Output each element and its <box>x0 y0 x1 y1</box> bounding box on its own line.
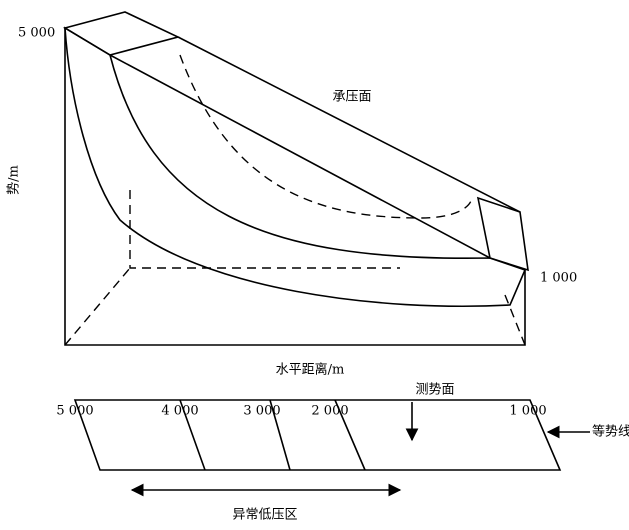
surface-label: 承压面 <box>332 90 371 105</box>
surface-line <box>110 55 490 258</box>
top-face <box>65 12 178 55</box>
upper-edge <box>178 37 520 212</box>
contour-label: 1 000 <box>509 404 546 419</box>
hidden-edge <box>505 295 525 345</box>
aquifer-band <box>65 28 525 306</box>
right-value: 1 000 <box>540 271 577 286</box>
contour-label: 2 000 <box>311 404 348 419</box>
right-face <box>478 198 528 270</box>
plan-view: 5 000 4 000 3 000 2 000 1 000 测势面 等势线 异常… <box>56 382 629 523</box>
surface-label: 测势面 <box>415 382 454 398</box>
line-label: 等势线 <box>592 424 629 440</box>
x-axis-label: 水平距离/m <box>276 362 345 378</box>
front-frame <box>65 28 525 345</box>
diagram: 5 000 1 000 势/m 承压面 水平距离/m 5 000 4 000 3… <box>0 0 629 530</box>
pressure-curve <box>180 55 472 218</box>
top-value: 5 000 <box>18 26 55 41</box>
y-axis-label: 势/m <box>6 165 22 195</box>
contour-label: 4 000 <box>161 404 198 419</box>
contour-label: 5 000 <box>56 404 93 419</box>
zone-label: 异常低压区 <box>232 508 297 523</box>
contour-label: 3 000 <box>243 404 280 419</box>
block: 5 000 1 000 势/m 承压面 水平距离/m <box>6 12 578 378</box>
hidden-edge <box>130 190 400 268</box>
hidden-edge <box>65 268 130 345</box>
